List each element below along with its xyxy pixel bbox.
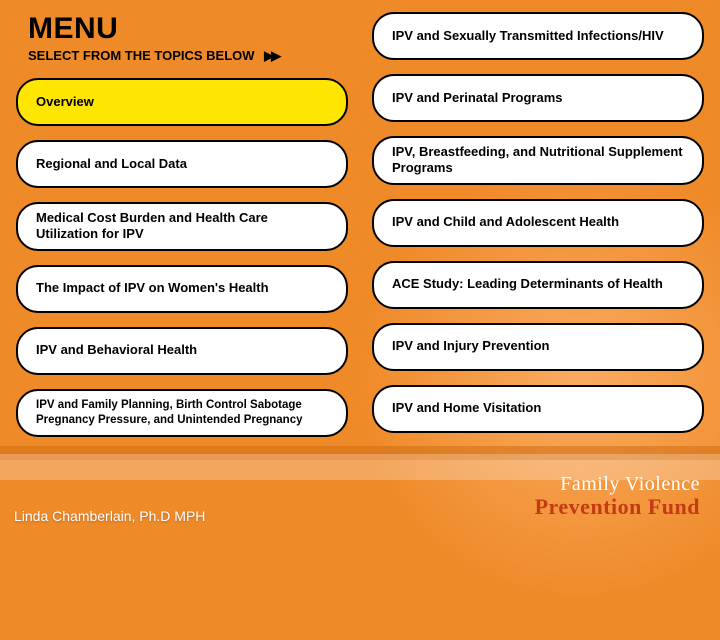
topic-pill[interactable]: Overview: [16, 78, 348, 126]
topic-label: IPV, Breastfeeding, and Nutritional Supp…: [392, 144, 684, 177]
topic-pill[interactable]: IPV and Child and Adolescent Health: [372, 199, 704, 247]
topic-label: IPV and Perinatal Programs: [392, 90, 563, 106]
topic-pill[interactable]: Medical Cost Burden and Health Care Util…: [16, 202, 348, 251]
topic-pill[interactable]: IPV and Home Visitation: [372, 385, 704, 433]
topics-column-right: IPV and Sexually Transmitted Infections/…: [372, 12, 704, 437]
topic-pill[interactable]: IPV and Behavioral Health: [16, 327, 348, 375]
topic-label: IPV and Sexually Transmitted Infections/…: [392, 28, 664, 44]
logo-line-2: Prevention Fund: [535, 495, 700, 518]
topic-pill[interactable]: IPV and Sexually Transmitted Infections/…: [372, 12, 704, 60]
logo-line-1: Family Violence: [535, 474, 700, 495]
topic-label: IPV and Behavioral Health: [36, 342, 197, 358]
topic-label: Medical Cost Burden and Health Care Util…: [36, 210, 328, 243]
topic-label: IPV and Injury Prevention: [392, 338, 549, 354]
topic-label: Overview: [36, 94, 94, 110]
topic-pill[interactable]: ACE Study: Leading Determinants of Healt…: [372, 261, 704, 309]
topic-pill[interactable]: Regional and Local Data: [16, 140, 348, 188]
topics-grid: Overview Regional and Local Data Medical C…: [16, 12, 704, 437]
topics-column-left: Overview Regional and Local Data Medical C…: [16, 12, 348, 437]
topic-pill[interactable]: IPV and Injury Prevention: [372, 323, 704, 371]
topic-label: IPV and Child and Adolescent Health: [392, 214, 619, 230]
topic-label: IPV and Home Visitation: [392, 400, 541, 416]
topic-label: Regional and Local Data: [36, 156, 187, 172]
topic-pill[interactable]: IPV and Perinatal Programs: [372, 74, 704, 122]
topic-label: The Impact of IPV on Women's Health: [36, 280, 269, 296]
footer-logo: Family Violence Prevention Fund: [535, 474, 700, 518]
footer-author: Linda Chamberlain, Ph.D MPH: [14, 508, 205, 524]
topic-pill[interactable]: IPV, Breastfeeding, and Nutritional Supp…: [372, 136, 704, 185]
topic-pill[interactable]: The Impact of IPV on Women's Health: [16, 265, 348, 313]
topic-pill[interactable]: IPV and Family Planning, Birth Control S…: [16, 389, 348, 437]
background-stripe: [0, 446, 720, 460]
topic-label: IPV and Family Planning, Birth Control S…: [36, 398, 328, 427]
topic-label: ACE Study: Leading Determinants of Healt…: [392, 276, 663, 292]
